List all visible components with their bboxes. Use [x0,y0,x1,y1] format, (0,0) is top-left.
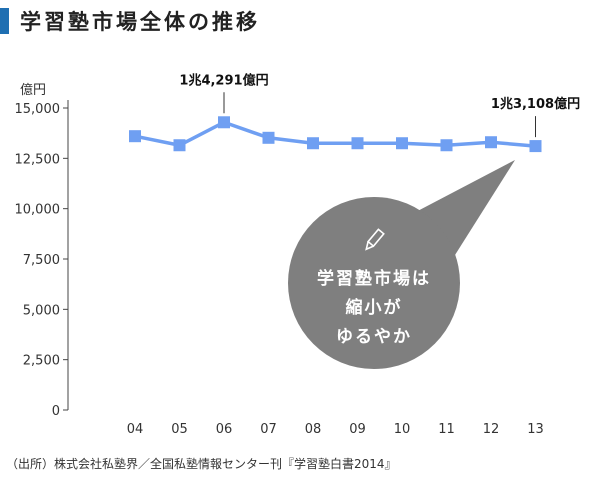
data-point [262,131,275,144]
x-tick-label: 08 [305,422,322,437]
data-point [129,130,141,143]
x-tick-label: 07 [260,422,277,437]
bubble-text-line: ゆるやか [336,327,412,347]
y-tick-label: 7,500 [23,253,60,268]
y-axis: 0 2,500 5,000 7,500 10,000 12,500 15,000 [15,100,69,419]
x-tick-label: 10 [394,422,411,437]
data-point [440,139,453,152]
x-tick-label: 06 [216,422,233,437]
data-point [529,140,542,153]
data-point [218,116,230,129]
data-point [396,137,408,150]
y-tick-label: 15,000 [15,102,61,117]
series-market-size [129,116,542,153]
data-point [173,139,186,152]
data-point [485,136,497,149]
pencil-tip [365,241,374,251]
bubble-circle [288,197,460,369]
y-tick-label: 0 [52,404,60,419]
y-tick-label: 10,000 [15,203,61,218]
x-tick-label: 04 [127,422,144,437]
x-axis: 04 05 06 07 08 09 10 11 12 13 [127,422,544,437]
y-tick-label: 5,000 [23,303,60,318]
series-line [134,120,536,148]
x-tick-label: 09 [349,422,366,437]
x-tick-label: 11 [438,422,455,437]
bubble-text-line: 学習塾市場は [317,268,431,289]
bubble-text-line: 縮小が [346,297,403,318]
x-tick-label: 12 [483,422,500,437]
data-point [351,137,364,150]
data-point [307,137,319,150]
y-tick-label: 2,500 [23,354,60,369]
annotation-label: 1兆3,108億円 [491,96,580,112]
page-title: 学習塾市場全体の推移 [20,10,260,34]
x-tick-label: 13 [527,422,544,437]
pencil-body [366,228,385,248]
source-note: （出所）株式会社私塾界／全国私塾情報センター刊『学習塾白書2014』 [6,457,397,471]
annotations: 1兆4,291億円 1兆3,108億円 [179,72,580,138]
title-accent-bar [0,8,9,34]
annotation-label: 1兆4,291億円 [179,72,268,88]
pencil-icon [365,228,385,251]
x-tick-label: 05 [171,422,188,437]
y-axis-unit-label: 億円 [20,82,46,98]
y-tick-label: 12,500 [15,152,61,167]
